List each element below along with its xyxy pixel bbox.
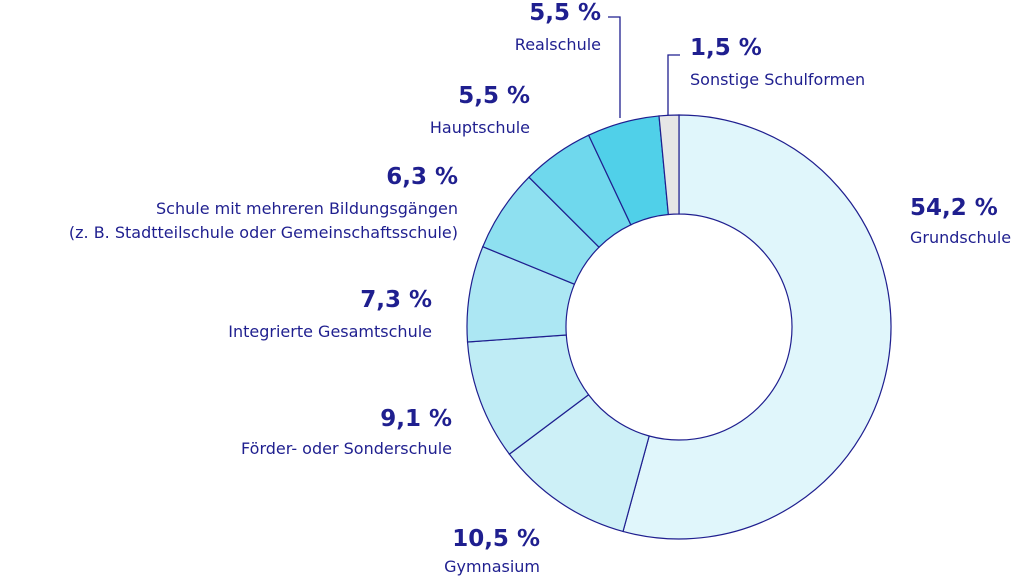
category-label: Gymnasium bbox=[444, 557, 540, 576]
donut-segment bbox=[622, 114, 892, 540]
value-label: 7,3 % bbox=[360, 287, 432, 313]
leader-line bbox=[608, 16, 621, 118]
category-label: Sonstige Schulformen bbox=[690, 70, 865, 89]
value-label: 6,3 % bbox=[386, 164, 458, 190]
category-label: Grundschule bbox=[910, 228, 1011, 247]
category-label: Förder- oder Sonderschule bbox=[241, 439, 452, 458]
value-label: 9,1 % bbox=[380, 406, 452, 432]
category-label: Hauptschule bbox=[430, 118, 530, 137]
donut-segment bbox=[658, 114, 680, 216]
value-label: 10,5 % bbox=[452, 526, 540, 552]
value-label: 5,5 % bbox=[458, 83, 530, 109]
category-label: Integrierte Gesamtschule bbox=[228, 322, 432, 341]
value-label: 54,2 % bbox=[910, 195, 998, 221]
value-label: 5,5 % bbox=[529, 0, 601, 26]
category-label: Realschule bbox=[515, 35, 601, 54]
leader-line bbox=[667, 54, 680, 115]
category-label: Schule mit mehreren Bildungsgängen (z. B.… bbox=[69, 199, 458, 242]
value-label: 1,5 % bbox=[690, 35, 762, 61]
